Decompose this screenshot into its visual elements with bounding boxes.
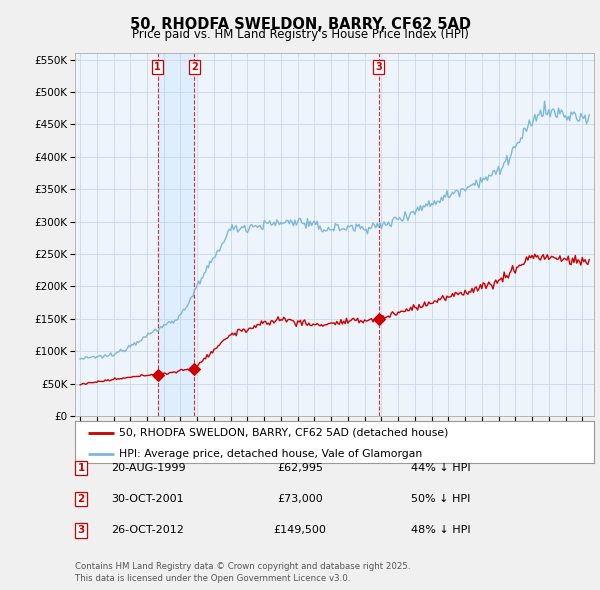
- Point: [153, 371, 163, 380]
- Point: [190, 364, 199, 373]
- Text: 48% ↓ HPI: 48% ↓ HPI: [411, 526, 470, 535]
- Text: 20-AUG-1999: 20-AUG-1999: [111, 463, 185, 473]
- Text: 3: 3: [375, 62, 382, 72]
- Text: Price paid vs. HM Land Registry's House Price Index (HPI): Price paid vs. HM Land Registry's House …: [131, 28, 469, 41]
- Text: 26-OCT-2012: 26-OCT-2012: [111, 526, 184, 535]
- Text: Contains HM Land Registry data © Crown copyright and database right 2025.
This d: Contains HM Land Registry data © Crown c…: [75, 562, 410, 583]
- Point: [374, 314, 383, 324]
- Bar: [158, 53, 194, 416]
- Text: £73,000: £73,000: [277, 494, 323, 504]
- Text: 44% ↓ HPI: 44% ↓ HPI: [411, 463, 470, 473]
- Text: 1: 1: [154, 62, 161, 72]
- Text: £149,500: £149,500: [274, 526, 326, 535]
- Text: HPI: Average price, detached house, Vale of Glamorgan: HPI: Average price, detached house, Vale…: [119, 449, 422, 459]
- Text: £62,995: £62,995: [277, 463, 323, 473]
- Text: 1: 1: [77, 463, 85, 473]
- Text: 30-OCT-2001: 30-OCT-2001: [111, 494, 184, 504]
- Text: 50% ↓ HPI: 50% ↓ HPI: [411, 494, 470, 504]
- Text: 2: 2: [77, 494, 85, 504]
- Text: 3: 3: [77, 526, 85, 535]
- Text: 50, RHODFA SWELDON, BARRY, CF62 5AD: 50, RHODFA SWELDON, BARRY, CF62 5AD: [130, 17, 470, 31]
- Text: 50, RHODFA SWELDON, BARRY, CF62 5AD (detached house): 50, RHODFA SWELDON, BARRY, CF62 5AD (det…: [119, 428, 448, 438]
- Text: 2: 2: [191, 62, 198, 72]
